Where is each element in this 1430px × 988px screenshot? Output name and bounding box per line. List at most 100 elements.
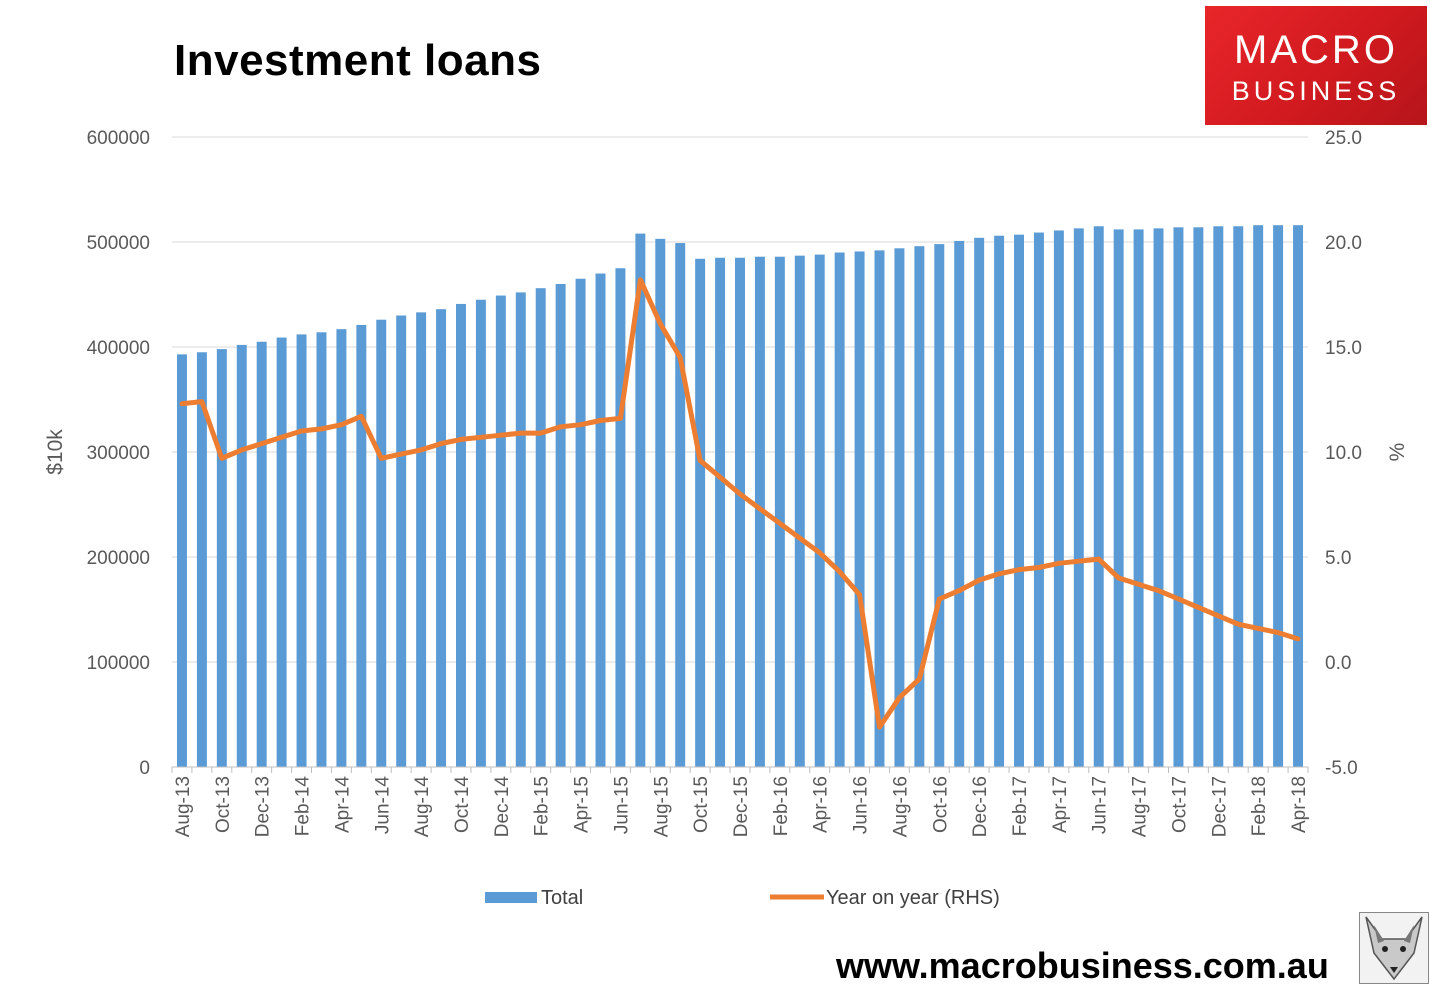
x-tick-label: Oct-15 xyxy=(691,776,712,833)
bar-total xyxy=(1113,229,1124,767)
x-tick-label: Jun-17 xyxy=(1090,776,1111,834)
bar-total xyxy=(894,248,905,768)
bar-total xyxy=(176,354,187,767)
bar-total xyxy=(316,332,327,767)
bar-total xyxy=(1053,230,1064,767)
bar-total xyxy=(974,237,985,768)
x-tick-label: Jun-16 xyxy=(851,776,872,834)
bar-total xyxy=(1153,228,1164,768)
y-tick-label: 0 xyxy=(139,758,150,779)
logo-text-macro: MACRO xyxy=(1234,28,1398,72)
x-tick-label: Apr-17 xyxy=(1050,776,1071,833)
x-tick-label: Oct-17 xyxy=(1169,776,1190,833)
bar-total xyxy=(456,303,466,767)
bar-total xyxy=(396,315,407,767)
bar-total xyxy=(376,319,387,767)
legend-label-yoy: Year on year (RHS) xyxy=(826,887,1000,909)
bar-total xyxy=(575,278,586,767)
bar-total xyxy=(336,329,347,767)
bar-total xyxy=(555,284,566,767)
y-tick-label: 600000 xyxy=(87,128,150,149)
bar-total xyxy=(735,257,745,767)
macro-business-logo: MACRO BUSINESS xyxy=(1205,6,1427,125)
bar-total xyxy=(1093,226,1104,767)
x-tick-label: Aug-15 xyxy=(651,776,672,837)
y-tick-label: 400000 xyxy=(87,338,150,359)
x-tick-label: Jun-15 xyxy=(611,776,632,834)
x-tick-label: Dec-16 xyxy=(970,776,991,837)
x-tick-label: Oct-16 xyxy=(930,776,951,833)
x-axis-ticks: Aug-13 Oct-13 Dec-13 Feb-14 Apr-14 Jun-14 Aug-… xyxy=(171,767,1310,838)
x-tick-label: Feb-15 xyxy=(532,776,553,836)
bar-total xyxy=(356,324,367,767)
bar-total xyxy=(1273,225,1284,767)
fox-head-icon xyxy=(1359,912,1429,984)
x-tick-label: Apr-16 xyxy=(811,776,832,833)
x-tick-label: Dec-14 xyxy=(492,776,513,838)
right-axis-ticks: -5.0 0.0 5.0 10.0 15.0 20.0 25.0 xyxy=(1325,128,1362,779)
left-axis-ticks: 0 100000 200000 300000 400000 500000 600000 xyxy=(87,128,150,779)
x-tick-label: Aug-16 xyxy=(890,776,911,837)
bar-total xyxy=(595,273,606,767)
bar-total xyxy=(515,292,526,767)
x-tick-label: Oct-13 xyxy=(213,776,234,833)
bar-total xyxy=(495,295,506,767)
bar-total xyxy=(774,256,785,767)
y-tick-label: 100000 xyxy=(87,653,150,674)
website-url: www.macrobusiness.com.au xyxy=(836,945,1329,986)
y2-axis-title: % xyxy=(1386,443,1409,462)
bar-total xyxy=(794,255,805,767)
x-tick-label: Feb-16 xyxy=(771,776,792,836)
y-tick-label: 300000 xyxy=(87,443,150,464)
y-axis-title: $10k xyxy=(44,429,67,475)
bar-total xyxy=(236,344,247,767)
bar-total xyxy=(256,341,267,767)
bar-total xyxy=(216,349,227,767)
x-tick-label: Aug-14 xyxy=(412,776,433,838)
x-tick-label: Dec-13 xyxy=(253,776,274,837)
x-tick-label: Apr-15 xyxy=(572,776,593,833)
bar-total xyxy=(1193,227,1204,768)
bar-total xyxy=(655,238,666,768)
line-series-yoy xyxy=(179,277,1301,730)
x-tick-label: Oct-14 xyxy=(452,776,473,833)
bar-series-total xyxy=(176,225,1304,768)
y2-tick-label: 5.0 xyxy=(1325,548,1351,569)
y2-tick-label: 25.0 xyxy=(1325,128,1362,149)
bar-total xyxy=(1133,229,1144,767)
bar-total xyxy=(196,352,207,767)
bar-total xyxy=(1293,225,1304,767)
x-tick-label: Aug-13 xyxy=(173,776,194,837)
x-tick-label: Feb-17 xyxy=(1010,776,1031,836)
x-tick-label: Aug-17 xyxy=(1130,776,1151,837)
bar-total xyxy=(754,256,765,767)
legend: Total Year on year (RHS) xyxy=(485,887,1000,909)
x-tick-label: Feb-14 xyxy=(293,776,314,837)
x-tick-label: Feb-18 xyxy=(1249,776,1270,836)
logo-text-business: BUSINESS xyxy=(1231,76,1401,106)
bar-total xyxy=(874,250,885,767)
bar-total xyxy=(535,288,546,767)
bar-total xyxy=(914,246,925,767)
y2-tick-label: 0.0 xyxy=(1325,653,1351,674)
bar-total xyxy=(715,257,726,767)
y-tick-label: 200000 xyxy=(87,548,150,569)
x-tick-label: Apr-18 xyxy=(1289,776,1310,833)
x-tick-label: Jun-14 xyxy=(372,776,393,835)
bar-total xyxy=(1213,226,1224,767)
bar-total xyxy=(1014,234,1024,767)
bar-total xyxy=(296,334,307,767)
bar-total xyxy=(1033,232,1044,768)
x-tick-label: Dec-15 xyxy=(731,776,752,837)
bar-total xyxy=(994,235,1005,767)
bar-total xyxy=(1073,228,1084,768)
bar-total xyxy=(475,299,486,767)
bar-total xyxy=(934,244,945,768)
bar-total xyxy=(635,233,646,768)
legend-label-total: Total xyxy=(541,887,583,909)
bar-total xyxy=(854,251,865,767)
y2-tick-label: 10.0 xyxy=(1325,443,1362,464)
bar-total xyxy=(695,258,706,767)
